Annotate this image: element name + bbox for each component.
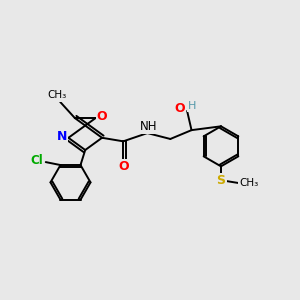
Text: O: O: [174, 102, 185, 115]
Text: O: O: [97, 110, 107, 123]
Text: Cl: Cl: [31, 154, 43, 167]
Text: N: N: [57, 130, 67, 143]
Text: CH₃: CH₃: [239, 178, 258, 188]
Text: S: S: [217, 174, 226, 187]
Text: H: H: [188, 101, 196, 111]
Text: CH₃: CH₃: [47, 90, 67, 100]
Text: O: O: [118, 160, 128, 173]
Text: NH: NH: [140, 120, 158, 133]
